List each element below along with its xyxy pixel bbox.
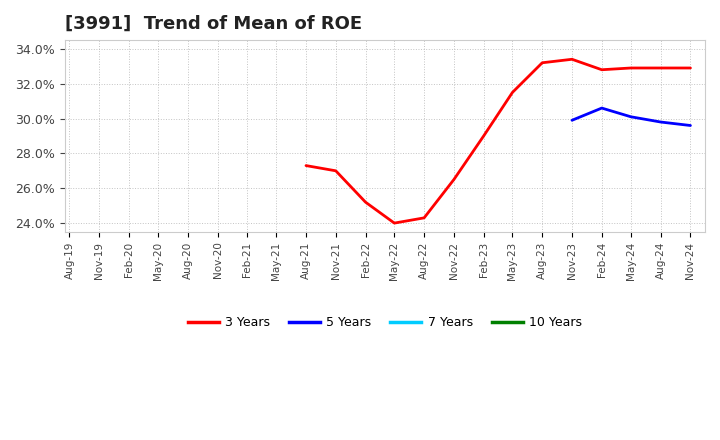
Legend: 3 Years, 5 Years, 7 Years, 10 Years: 3 Years, 5 Years, 7 Years, 10 Years	[183, 311, 587, 334]
Text: [3991]  Trend of Mean of ROE: [3991] Trend of Mean of ROE	[65, 15, 361, 33]
